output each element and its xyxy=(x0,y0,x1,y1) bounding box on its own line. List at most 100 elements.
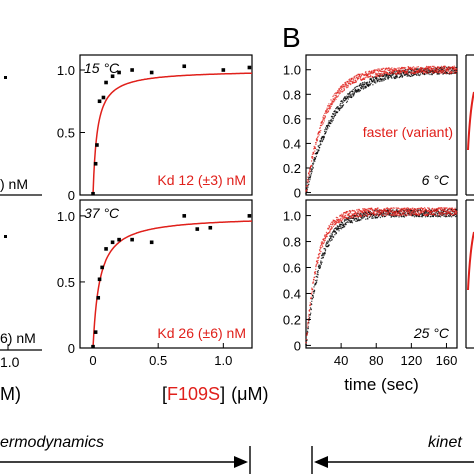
trace-point xyxy=(406,212,408,215)
trace-point xyxy=(320,263,322,265)
trace-point xyxy=(372,84,374,86)
trace-point xyxy=(316,270,319,273)
trace-point xyxy=(406,72,408,74)
trace-point xyxy=(382,80,384,82)
x-tick-label: 120 xyxy=(400,353,422,368)
trace-point xyxy=(340,228,343,230)
trace-point xyxy=(357,210,359,212)
trace-point xyxy=(366,215,368,217)
kinetics-panel-25C: 0 0.2 0.4 0.6 0.8 1.0 40 80 120 160 25 °C time (sec… xyxy=(283,199,458,394)
trace-point xyxy=(338,230,340,232)
trace-point xyxy=(410,208,412,211)
y-tick-label: 0 xyxy=(68,188,75,203)
trace-point xyxy=(333,116,335,118)
trace-point xyxy=(417,207,420,210)
trace-point xyxy=(432,208,434,210)
trace-point xyxy=(410,214,412,217)
data-point xyxy=(91,191,95,196)
trace-point xyxy=(362,82,364,84)
trace-point xyxy=(307,327,309,330)
trace-point xyxy=(433,67,435,69)
trace-point xyxy=(445,214,448,216)
trace-point xyxy=(421,216,423,218)
trace-point xyxy=(306,332,308,334)
trace-point xyxy=(441,211,443,214)
trace-point xyxy=(307,319,310,322)
trace-point xyxy=(392,214,394,217)
trace-point xyxy=(318,256,320,258)
trace-point xyxy=(416,215,418,218)
trace-point xyxy=(321,140,324,142)
trace-point xyxy=(341,222,344,224)
trace-point xyxy=(403,209,405,211)
trace-point xyxy=(323,136,325,138)
trace-point xyxy=(370,82,372,85)
trace-point xyxy=(334,110,336,112)
trace-point xyxy=(439,212,442,214)
trace-point xyxy=(328,226,331,228)
trace-point xyxy=(343,224,345,226)
trace-point xyxy=(341,106,344,108)
trace-point xyxy=(309,316,311,319)
trace-point xyxy=(365,210,368,213)
trace-point xyxy=(320,260,322,262)
trace-point xyxy=(385,72,387,75)
trace-point xyxy=(316,260,318,263)
trace-point xyxy=(345,223,347,225)
trace-point xyxy=(410,75,412,78)
trace-point xyxy=(454,66,456,69)
trace-point xyxy=(362,212,364,214)
trace-point xyxy=(342,85,344,87)
trace-point xyxy=(396,76,398,79)
trace-point xyxy=(347,86,349,88)
trace-point xyxy=(399,70,402,72)
trace-point xyxy=(323,254,325,257)
trace-point xyxy=(451,69,453,72)
bracket-open: [ xyxy=(162,384,167,404)
trace-point xyxy=(307,181,310,183)
trace-point xyxy=(331,223,334,225)
trace-point xyxy=(324,248,326,250)
trace-point xyxy=(441,207,443,209)
trace-point xyxy=(312,157,314,160)
trace-point xyxy=(434,66,437,69)
trace-point xyxy=(313,286,315,288)
trace-point xyxy=(411,66,413,69)
trace-point xyxy=(439,207,441,209)
trace-point xyxy=(421,211,423,213)
y-tick-label: 0.2 xyxy=(283,161,301,176)
trace-point xyxy=(323,130,326,133)
trace-point xyxy=(310,164,313,167)
trace-point xyxy=(348,217,350,220)
plot-frame xyxy=(305,54,458,196)
trace-point xyxy=(314,146,316,148)
trace-point xyxy=(312,296,314,299)
trace-point xyxy=(412,66,415,68)
trace-point xyxy=(350,83,352,86)
trace-point xyxy=(436,70,438,73)
trace-point xyxy=(361,218,363,220)
trace-point xyxy=(395,77,397,79)
trace-point xyxy=(395,212,397,214)
trace-point xyxy=(389,73,391,75)
trace-point xyxy=(364,215,366,217)
variant-name: F109S xyxy=(167,384,220,404)
trace-point xyxy=(316,137,318,140)
trace-point xyxy=(339,92,341,94)
trace-point xyxy=(355,80,357,83)
trace-point xyxy=(359,89,362,92)
data-point xyxy=(95,143,99,147)
trace-point xyxy=(429,65,431,68)
trace-point xyxy=(309,314,311,316)
trace-point xyxy=(347,221,349,224)
trace-point xyxy=(374,79,376,82)
trace-point xyxy=(384,215,387,217)
trace-point xyxy=(319,248,322,250)
trace-point xyxy=(338,227,340,230)
trace-point xyxy=(337,90,339,92)
trace-point xyxy=(405,67,407,69)
trace-point xyxy=(311,291,313,293)
trace-point xyxy=(437,209,439,212)
trace-point xyxy=(305,189,308,192)
trace-point xyxy=(311,297,313,300)
